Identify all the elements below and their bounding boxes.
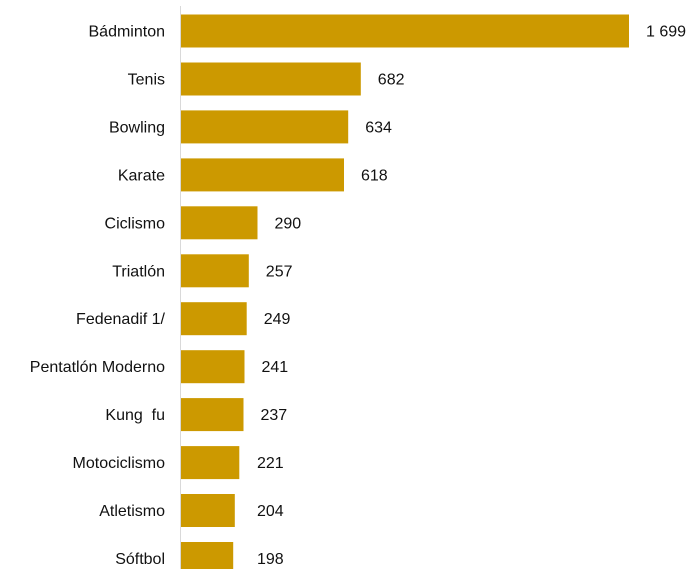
bar [181, 254, 249, 288]
bar [181, 62, 361, 96]
value-label: 221 [257, 455, 284, 472]
category-label: Karate [118, 167, 165, 184]
value-label: 290 [275, 215, 302, 232]
category-label: Kung fu [105, 407, 165, 424]
category-labels-group: Bádminton Tenis Bowling Karate Ciclismo Triat… [30, 24, 166, 569]
value-label: 618 [361, 167, 388, 184]
category-label: Atletismo [99, 503, 165, 520]
bar [181, 158, 344, 192]
value-label: 204 [257, 503, 284, 520]
bar [181, 206, 258, 240]
bar [181, 446, 240, 480]
category-label: Tenis [128, 72, 165, 89]
value-label: 198 [257, 551, 284, 568]
bar [181, 350, 245, 384]
value-labels-group: 1 699 682 634 618 290 257 249 241 237 221 204 198 [257, 24, 686, 569]
value-label: 241 [262, 359, 289, 376]
value-label: 682 [378, 72, 405, 89]
value-label: 1 699 [646, 24, 686, 41]
value-label: 634 [365, 119, 392, 136]
category-label: Pentatlón Moderno [30, 359, 165, 376]
value-label: 237 [261, 407, 288, 424]
value-label: 249 [264, 311, 291, 328]
bar [181, 542, 234, 569]
category-label: Bádminton [89, 24, 166, 41]
bar [181, 302, 247, 336]
category-label: Ciclismo [105, 215, 166, 232]
value-label: 257 [266, 263, 293, 280]
category-label: Bowling [109, 119, 165, 136]
category-label: Motociclismo [73, 455, 166, 472]
bar [181, 494, 235, 527]
bar [181, 398, 244, 432]
bar [181, 14, 629, 48]
bars-group [181, 14, 629, 569]
bar [181, 110, 349, 144]
category-label: Sóftbol [115, 551, 165, 568]
category-label: Triatlón [112, 263, 165, 280]
category-label: Fedenadif 1/ [76, 311, 166, 328]
